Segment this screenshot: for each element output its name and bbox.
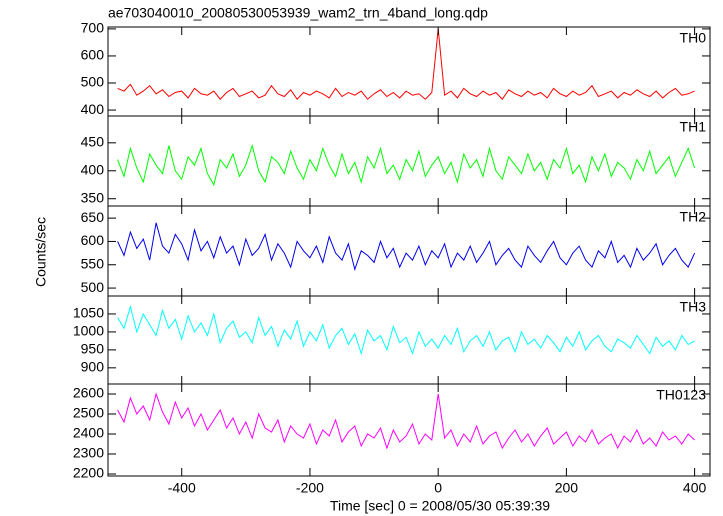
panel-label: TH3 bbox=[680, 299, 707, 315]
y-tick-label: 600 bbox=[81, 232, 105, 248]
y-tick-label: 2500 bbox=[73, 405, 104, 421]
x-axis-label: Time [sec] 0 = 2008/05/30 05:39:39 bbox=[330, 498, 550, 514]
series-line bbox=[117, 28, 695, 100]
panel-frame bbox=[107, 115, 711, 207]
y-tick-label: 550 bbox=[81, 255, 105, 271]
y-tick-label: 450 bbox=[81, 134, 105, 150]
series-line bbox=[117, 143, 696, 187]
x-tick-label: 400 bbox=[683, 480, 707, 496]
y-tick-label: 500 bbox=[81, 279, 105, 295]
y-tick-label: 350 bbox=[81, 189, 105, 205]
y-tick-label: 400 bbox=[81, 101, 105, 117]
x-tick-label: -200 bbox=[296, 480, 324, 496]
y-tick-label: 500 bbox=[81, 74, 105, 90]
y-tick-label: 900 bbox=[81, 359, 105, 375]
panel-label: TH0 bbox=[680, 30, 707, 46]
x-tick-label: 0 bbox=[434, 480, 442, 496]
panel-label: TH2 bbox=[680, 209, 707, 225]
panel-label: TH1 bbox=[680, 119, 707, 135]
series-line bbox=[117, 392, 695, 450]
panel-frame bbox=[107, 26, 711, 117]
y-tick-label: 2400 bbox=[73, 425, 104, 441]
y-tick-label: 950 bbox=[81, 341, 105, 357]
y-tick-label: 1000 bbox=[73, 323, 104, 339]
series-line bbox=[117, 222, 696, 272]
y-tick-label: 600 bbox=[81, 47, 105, 63]
y-tick-label: 2300 bbox=[73, 445, 104, 461]
panel-label: TH0123 bbox=[656, 387, 706, 403]
series-line bbox=[117, 304, 695, 356]
panel-frame bbox=[107, 383, 711, 477]
panel-frame bbox=[107, 205, 711, 297]
x-tick-label: 200 bbox=[555, 480, 579, 496]
y-axis-label: Counts/sec bbox=[33, 217, 49, 287]
y-tick-label: 2200 bbox=[73, 465, 104, 481]
y-tick-label: 2600 bbox=[73, 385, 104, 401]
chart-title: ae703040010_20080530053939_wam2_trn_4ban… bbox=[108, 5, 488, 21]
y-tick-label: 400 bbox=[81, 161, 105, 177]
y-tick-label: 700 bbox=[81, 20, 105, 36]
x-tick-label: -400 bbox=[168, 480, 196, 496]
y-tick-label: 650 bbox=[81, 209, 105, 225]
y-tick-label: 1050 bbox=[73, 305, 104, 321]
